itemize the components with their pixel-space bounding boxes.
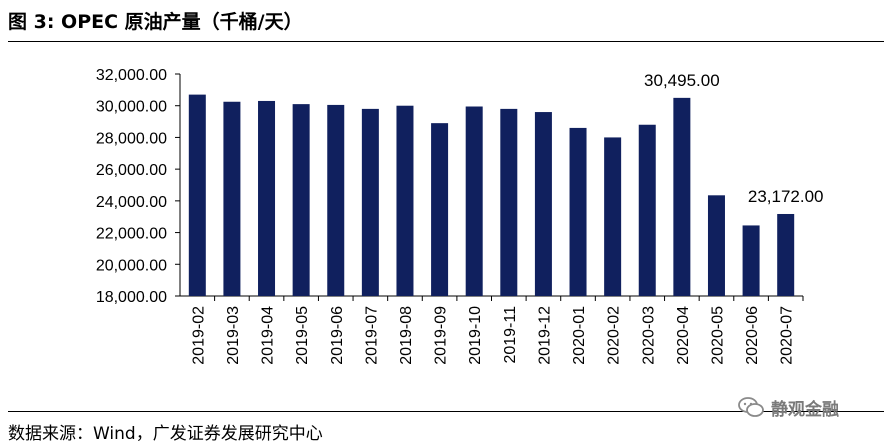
bar-2019-06 <box>327 104 345 297</box>
bar-2019-09 <box>431 123 449 297</box>
bar-2020-07 <box>777 213 795 296</box>
watermark-text: 静观金融 <box>771 399 839 420</box>
bar-2020-02 <box>604 137 622 296</box>
bar-2020-03 <box>638 124 656 296</box>
bar-2020-01 <box>569 127 587 297</box>
y-tick-label: 30,000.00 <box>96 99 167 116</box>
wechat-icon <box>738 397 764 417</box>
x-tick-label: 2020-06 <box>744 306 761 365</box>
data-label: 30,495.00 <box>644 71 720 90</box>
bar-2019-05 <box>292 104 310 296</box>
bar-2019-03 <box>223 101 241 296</box>
bar-2019-08 <box>396 105 414 296</box>
x-tick-label: 2020-02 <box>606 306 623 365</box>
bar-2019-02 <box>188 94 206 296</box>
y-tick-label: 22,000.00 <box>96 226 167 243</box>
bar-2020-06 <box>742 225 760 296</box>
y-tick-label: 32,000.00 <box>96 67 167 84</box>
x-tick-label: 2019-07 <box>363 306 380 365</box>
y-tick-label: 26,000.00 <box>96 162 167 179</box>
watermark: 静观金融 <box>737 392 839 422</box>
x-tick-label: 2020-04 <box>675 306 692 365</box>
y-tick-label: 20,000.00 <box>96 257 167 274</box>
y-tick-label: 28,000.00 <box>96 130 167 147</box>
y-tick-label: 24,000.00 <box>96 194 167 211</box>
x-tick-label: 2019-02 <box>190 306 207 365</box>
x-tick-label: 2019-12 <box>536 306 553 365</box>
title-rule <box>8 41 884 42</box>
x-tick-label: 2019-05 <box>294 306 311 365</box>
x-tick-label: 2019-04 <box>260 306 277 365</box>
bar-2019-10 <box>465 106 483 296</box>
bar-2019-07 <box>361 108 379 296</box>
bar-2019-04 <box>258 100 276 296</box>
source-note: 数据来源：Wind，广发证券发展研究中心 <box>8 424 323 444</box>
x-tick-label: 2019-09 <box>433 306 450 365</box>
figure-title: 图 3: OPEC 原油产量（千桶/天） <box>8 11 303 33</box>
x-tick-label: 2019-06 <box>329 306 346 365</box>
x-tick-label: 2020-07 <box>779 306 796 365</box>
x-tick-label: 2020-03 <box>640 306 657 365</box>
x-tick-label: 2019-03 <box>225 306 242 365</box>
bar-2019-12 <box>534 112 552 296</box>
x-tick-label: 2019-08 <box>398 306 415 365</box>
x-tick-label: 2020-01 <box>571 306 588 365</box>
bar-2020-04 <box>673 97 691 297</box>
x-tick-label: 2019-11 <box>502 306 519 364</box>
x-tick-label: 2019-10 <box>467 306 484 365</box>
data-label: 23,172.00 <box>748 187 824 206</box>
bar-2019-11 <box>500 108 518 296</box>
bar-2020-05 <box>707 195 725 296</box>
source-rule <box>8 411 884 412</box>
x-tick-label: 2020-05 <box>709 306 726 365</box>
y-tick-label: 18,000.00 <box>96 289 167 306</box>
